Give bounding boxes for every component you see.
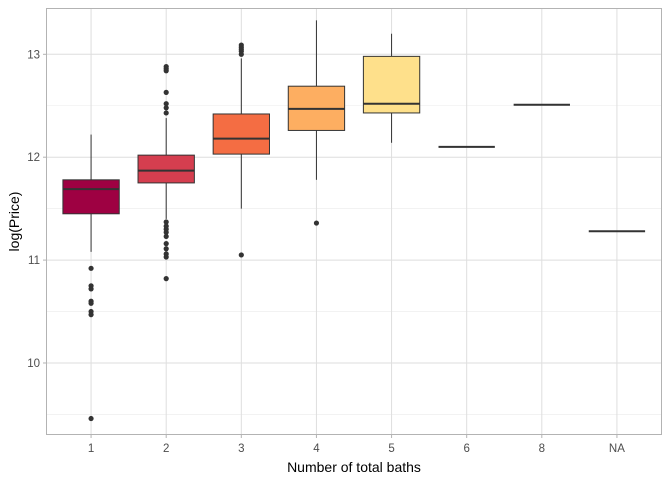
box — [212, 113, 270, 155]
outlier-point — [88, 415, 94, 422]
outlier-point — [163, 101, 169, 107]
y-axis-title: log(Price) — [6, 192, 22, 252]
x-tick-label: 8 — [539, 443, 545, 455]
box-group-5 — [362, 33, 421, 143]
outlier-point — [88, 265, 94, 271]
minor-gridlines — [46, 105, 662, 415]
outlier-point — [163, 241, 169, 247]
y-tick-label: 10 — [27, 358, 40, 370]
outlier-point — [88, 286, 94, 292]
outlier-point — [163, 110, 169, 116]
y-tick-label: 12 — [27, 152, 40, 164]
outlier-point — [163, 105, 169, 111]
x-tick-label: 3 — [238, 443, 244, 455]
x-tick-label: 6 — [463, 443, 469, 455]
plot-border — [46, 8, 662, 435]
outlier-point — [163, 89, 169, 95]
box-group-2 — [137, 64, 195, 282]
outlier-point — [88, 312, 94, 318]
x-tick-label: 1 — [88, 443, 94, 455]
plot-background — [46, 8, 662, 435]
x-tick-label: 4 — [313, 443, 320, 455]
x-tick-label: 5 — [388, 443, 394, 455]
outlier-point — [163, 233, 169, 240]
outlier-point — [88, 300, 94, 306]
outlier-point — [163, 246, 169, 252]
outlier-point — [238, 51, 244, 57]
x-tick-label: NA — [609, 443, 625, 455]
outlier-point — [163, 219, 169, 225]
outlier-point — [163, 68, 169, 74]
outlier-point — [163, 254, 169, 260]
box-series — [62, 20, 646, 422]
y-axis: 10 11 12 13 — [27, 49, 46, 370]
outlier-point — [163, 276, 169, 282]
outlier-point — [238, 252, 244, 258]
outlier-point — [163, 229, 169, 235]
box-group-4 — [287, 20, 346, 226]
box-group-3 — [212, 42, 270, 258]
box-group-1 — [62, 134, 120, 422]
y-tick-label: 13 — [27, 49, 40, 61]
y-tick-label: 11 — [28, 255, 40, 267]
x-axis: 1 2 3 4 5 6 8 NA — [88, 435, 625, 455]
x-axis-title: Number of total baths — [287, 459, 421, 475]
box — [62, 179, 120, 215]
x-tick-label: 2 — [163, 443, 169, 455]
outlier-point — [313, 220, 320, 226]
box — [137, 154, 195, 184]
